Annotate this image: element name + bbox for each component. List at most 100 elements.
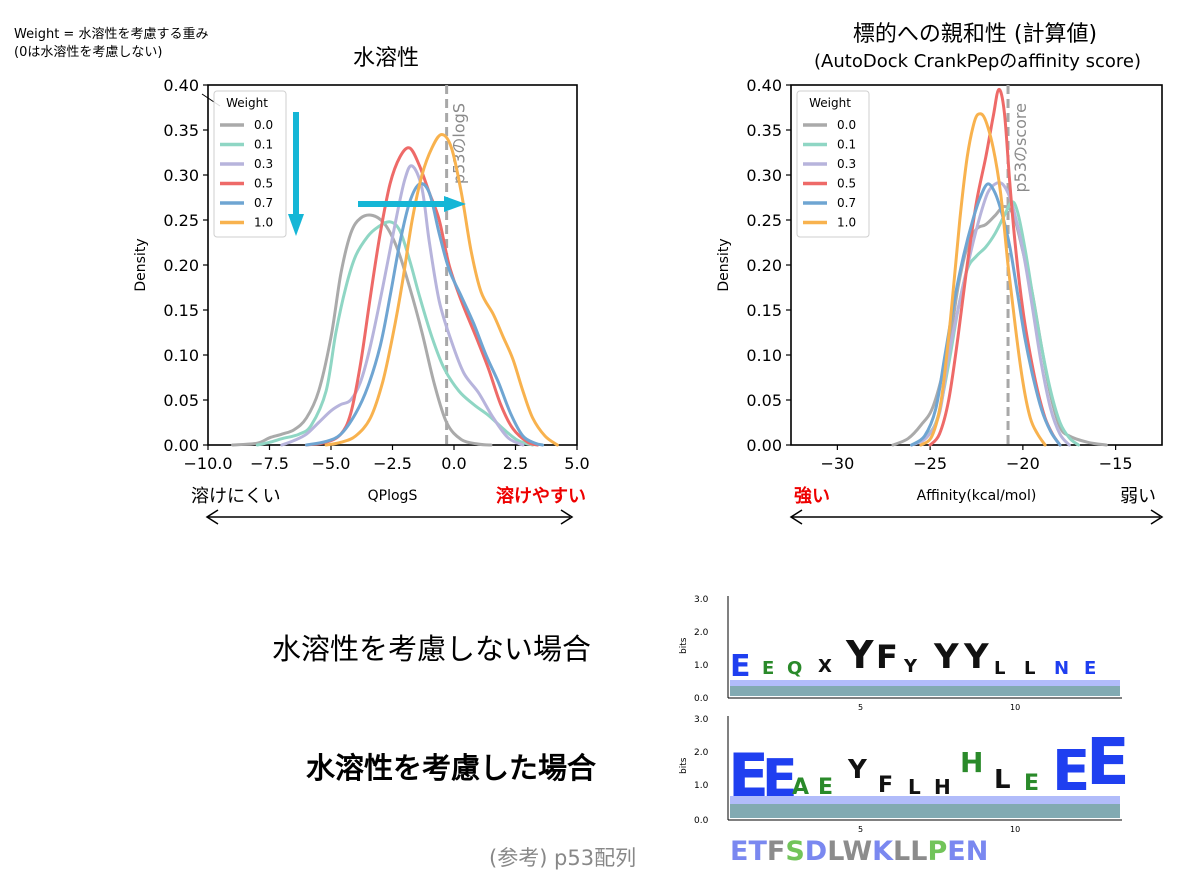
solubility-ytick-label: 0.10 bbox=[163, 346, 199, 365]
svg-text:1.0: 1.0 bbox=[694, 661, 709, 671]
logo-with-solubility: 3.0 2.0 1.0 0.0 bits 5 10 E E A E Y F L … bbox=[679, 715, 1130, 834]
solubility-ylabel: Density bbox=[133, 238, 149, 291]
svg-text:E: E bbox=[1084, 658, 1096, 679]
solubility-legend-label-0.7: 0.7 bbox=[254, 196, 273, 210]
weight-annotation-line1: Weight = 水溶性を考慮する重み bbox=[14, 27, 209, 42]
affinity-ytick-label: 0.35 bbox=[746, 121, 782, 140]
svg-text:Y: Y bbox=[847, 755, 868, 785]
high-solubility-label: 溶けやすい bbox=[496, 486, 586, 507]
svg-text:H: H bbox=[960, 746, 983, 779]
with-solubility-label: 水溶性を考慮した場合 bbox=[306, 751, 597, 785]
affinity-legend-box bbox=[796, 90, 870, 238]
svg-text:L: L bbox=[1024, 658, 1035, 679]
p53-residue: L bbox=[827, 836, 843, 867]
p53-residue: L bbox=[910, 836, 928, 867]
svg-text:Y: Y bbox=[963, 637, 989, 677]
weight-increase-arrow-down bbox=[288, 112, 304, 236]
affinity-legend-title: Weight bbox=[809, 96, 851, 110]
weight-annotation: Weight = 水溶性を考慮する重み (0は水溶性を考慮しない) bbox=[14, 26, 208, 62]
affinity-xtick-label: −20 bbox=[1006, 454, 1040, 473]
solubility-xtick-label: −5.0 bbox=[312, 454, 351, 473]
affinity-ytick-label: 0.00 bbox=[746, 436, 782, 455]
solubility-xtick-label: −7.5 bbox=[250, 454, 289, 473]
solubility-legend-label-0.3: 0.3 bbox=[254, 157, 273, 171]
svg-text:E: E bbox=[818, 775, 833, 800]
strong-affinity-label: 強い bbox=[794, 486, 830, 507]
solubility-ytick-label: 0.00 bbox=[163, 436, 199, 455]
svg-text:2.0: 2.0 bbox=[694, 748, 709, 758]
p53-residue: L bbox=[893, 836, 911, 867]
solubility-ytick-label: 0.40 bbox=[163, 76, 199, 95]
affinity-xtick-label: −25 bbox=[913, 454, 947, 473]
affinity-legend-label-1.0: 1.0 bbox=[837, 216, 856, 230]
p53-reference-label: (参考) p53配列 bbox=[489, 846, 637, 870]
solubility-xtick-label: −10.0 bbox=[183, 454, 232, 473]
affinity-xtick-label: −30 bbox=[820, 454, 854, 473]
solubility-legend-label-0.5: 0.5 bbox=[254, 177, 273, 191]
svg-text:Y: Y bbox=[933, 637, 959, 677]
p53-residue: W bbox=[842, 836, 873, 867]
p53-residue: T bbox=[748, 836, 767, 867]
affinity-ytick-label: 0.20 bbox=[746, 256, 782, 275]
affinity-series-line-0.5 bbox=[928, 88, 1062, 447]
solubility-series-line-0.5 bbox=[304, 146, 540, 447]
svg-text:E: E bbox=[1024, 771, 1039, 796]
p53-residue: E bbox=[730, 836, 749, 867]
solubility-xlabel: QPlogS bbox=[368, 488, 418, 504]
svg-text:3.0: 3.0 bbox=[694, 715, 709, 725]
svg-text:0.0: 0.0 bbox=[694, 694, 709, 704]
p53-sequence: ETFSDLWKLLPEN bbox=[730, 836, 988, 867]
p53-residue: D bbox=[804, 836, 828, 867]
svg-text:5: 5 bbox=[858, 703, 863, 712]
affinity-xlabel: Affinity(kcal/mol) bbox=[917, 488, 1037, 504]
svg-text:Y: Y bbox=[845, 633, 874, 677]
solubility-series-line-0.1 bbox=[255, 220, 535, 447]
svg-text:L: L bbox=[994, 658, 1005, 679]
solubility-xtick-label: 2.5 bbox=[503, 454, 528, 473]
svg-text:E: E bbox=[728, 741, 769, 811]
svg-text:3.0: 3.0 bbox=[694, 595, 709, 605]
left-chart-title: 水溶性 bbox=[352, 46, 419, 71]
right-chart-title: 標的への親和性 (計算値) bbox=[852, 22, 1098, 47]
solubility-xtick-label: 5.0 bbox=[564, 454, 589, 473]
svg-text:bits: bits bbox=[679, 757, 689, 774]
solubility-xtick-label: −2.5 bbox=[373, 454, 412, 473]
p53-residue: K bbox=[872, 836, 894, 867]
solubility-ytick-label: 0.20 bbox=[163, 256, 199, 275]
svg-text:X: X bbox=[818, 656, 832, 677]
p53-residue: E bbox=[947, 836, 966, 867]
svg-text:E: E bbox=[762, 749, 798, 809]
weak-affinity-label: 弱い bbox=[1120, 486, 1156, 507]
svg-text:5: 5 bbox=[858, 825, 863, 834]
affinity-xtick-label: −15 bbox=[1099, 454, 1133, 473]
affinity-ytick-label: 0.05 bbox=[746, 391, 782, 410]
affinity-ytick-label: 0.25 bbox=[746, 211, 782, 230]
affinity-ytick-label: 0.30 bbox=[746, 166, 782, 185]
solubility-ytick-label: 0.15 bbox=[163, 301, 199, 320]
p53-residue: N bbox=[965, 836, 989, 867]
solubility-legend-label-0.0: 0.0 bbox=[254, 118, 273, 132]
affinity-ytick-label: 0.15 bbox=[746, 301, 782, 320]
affinity-plot-area: 0.00 0.05 0.10 0.15 0.20 0.25 0.30 0.35 0.40 −30 −… bbox=[716, 76, 1163, 504]
solubility-chart: 0.00 0.05 0.10 0.15 0.20 0.25 0.30 0.35 0.40 −10.… bbox=[133, 76, 590, 525]
affinity-legend-label-0.7: 0.7 bbox=[837, 196, 856, 210]
solubility-series-line-0.0 bbox=[231, 213, 493, 447]
affinity-ytick-label: 0.40 bbox=[746, 76, 782, 95]
low-solubility-label: 溶けにくい bbox=[191, 486, 281, 507]
solubility-series-line-0.7 bbox=[304, 182, 545, 447]
solubility-ytick-label: 0.25 bbox=[163, 211, 199, 230]
solubility-plot-area: 0.00 0.05 0.10 0.15 0.20 0.25 0.30 0.35 0.40 −10.… bbox=[133, 76, 590, 504]
svg-text:F: F bbox=[876, 638, 898, 676]
shift-right-arrow bbox=[358, 196, 466, 212]
affinity-series-line-0.0 bbox=[891, 205, 1108, 447]
solubility-ytick-label: 0.30 bbox=[163, 166, 199, 185]
svg-text:Y: Y bbox=[903, 656, 918, 677]
svg-text:E: E bbox=[1086, 726, 1130, 800]
solubility-legend-box bbox=[213, 90, 287, 238]
svg-text:A: A bbox=[792, 775, 809, 800]
solubility-ytick-label: 0.05 bbox=[163, 391, 199, 410]
solubility-range-arrow bbox=[205, 509, 574, 525]
affinity-legend-label-0.1: 0.1 bbox=[837, 138, 856, 152]
right-chart-subtitle: (AutoDock CrankPepのaffinity score) bbox=[814, 51, 1141, 72]
solubility-legend-label-0.1: 0.1 bbox=[254, 138, 273, 152]
